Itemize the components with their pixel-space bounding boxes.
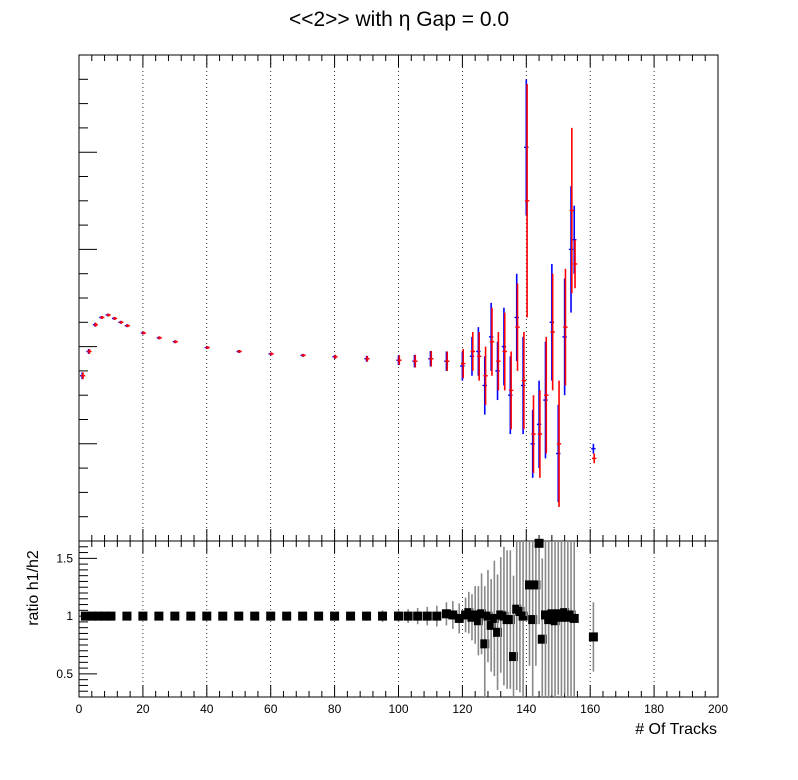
ratio-marker (298, 611, 308, 621)
ratio-marker (537, 634, 547, 644)
x-tick-label: 80 (328, 702, 342, 716)
ratio-marker (80, 611, 90, 621)
x-tick-label: 180 (644, 702, 664, 716)
ratio-marker (477, 609, 487, 619)
x-tick-label: 40 (200, 702, 214, 716)
x-tick-label: 100 (388, 702, 408, 716)
bottom-panel: 0 20 40 60 80 100 120 140 160 180 200 0.5 1 1.5 (56, 538, 728, 716)
ratio-marker (489, 613, 499, 623)
ratio-marker (515, 606, 525, 616)
x-tick-label: 0 (76, 702, 83, 716)
ratio-marker (544, 615, 554, 625)
ratio-marker (266, 611, 276, 621)
ratio-marker (588, 632, 598, 642)
ratio-marker (122, 611, 132, 621)
ratio-marker (218, 611, 228, 621)
ratio-marker (362, 611, 372, 621)
series-group (80, 84, 597, 507)
ratio-marker (509, 652, 519, 662)
ratio-marker (170, 611, 180, 621)
ratio-marker (448, 610, 458, 620)
ratio-marker (234, 611, 244, 621)
ratio-marker (550, 616, 560, 626)
ratio-marker (486, 620, 496, 630)
ratio-marker (100, 611, 110, 621)
ratio-marker (470, 610, 480, 620)
x-tick-label: 60 (264, 702, 278, 716)
ratio-series-group (80, 538, 598, 697)
ratio-marker (282, 611, 292, 621)
ratio-marker (473, 616, 483, 626)
ratio-marker (505, 615, 515, 625)
ratio-marker (314, 611, 324, 621)
ratio-marker (483, 611, 493, 621)
ratio-marker (569, 613, 579, 623)
ratio-marker (524, 580, 534, 590)
top-panel (78, 54, 719, 542)
ratio-marker (330, 611, 340, 621)
x-axis-title: # Of Tracks (635, 721, 717, 738)
ratio-marker (403, 611, 413, 621)
x-tick-label: 140 (516, 702, 536, 716)
y-tick-label: 0.5 (56, 667, 73, 681)
ratio-marker (531, 580, 541, 590)
ratio-marker (87, 611, 97, 621)
ratio-marker (493, 627, 503, 637)
ratio-marker (540, 610, 550, 620)
ratio-marker (556, 612, 566, 622)
ratio-marker (454, 613, 464, 623)
ratio-marker (528, 615, 538, 625)
ratio-marker (378, 611, 388, 621)
ratio-marker (106, 611, 116, 621)
ratio-marker (202, 611, 212, 621)
y-axis-title: ratio h1/h2 (25, 550, 42, 626)
ratio-marker (464, 608, 474, 618)
ratio-marker (422, 611, 432, 621)
ratio-marker (186, 611, 196, 621)
ratio-marker (441, 609, 451, 619)
ratio-marker (93, 611, 103, 621)
ratio-marker (154, 611, 164, 621)
ratio-marker (413, 611, 423, 621)
x-tick-label: 160 (580, 702, 600, 716)
x-tick-label: 200 (708, 702, 728, 716)
ratio-marker (394, 611, 403, 621)
ratio-marker (432, 611, 442, 621)
y-tick-label: 1 (66, 609, 73, 623)
ratio-marker (346, 611, 356, 621)
y-tick-label: 1.5 (56, 551, 73, 565)
ratio-marker (518, 611, 528, 621)
chart-title: <<2>> with η Gap = 0.0 (289, 8, 509, 31)
x-tick-label: 20 (136, 702, 150, 716)
ratio-marker (250, 611, 260, 621)
ratio-marker (534, 538, 544, 548)
x-tick-label: 120 (452, 702, 472, 716)
ratio-marker (560, 608, 570, 618)
ratio-marker (480, 639, 490, 649)
ratio-marker (138, 611, 148, 621)
ratio-marker (547, 609, 557, 619)
